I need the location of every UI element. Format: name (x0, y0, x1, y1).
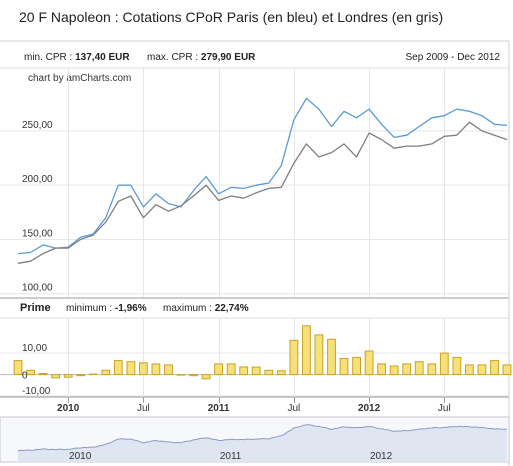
price-lines (17, 97, 508, 264)
prime-bar (427, 363, 437, 376)
prime-bar (339, 358, 349, 376)
prime-bar (490, 360, 499, 376)
prime-max-label: maximum : (163, 303, 212, 314)
x-axis-tick-label: 2010 (57, 403, 80, 414)
prime-bar (439, 352, 449, 376)
prime-y-tick-label: 10,00 (22, 343, 47, 354)
stats-row: min. CPR : 137,40 EUR max. CPR : 279,90 … (0, 52, 509, 68)
prime-bar (151, 363, 161, 376)
max-cpr: max. CPR : 279,90 EUR (147, 52, 255, 63)
min-cpr-label: min. CPR : (24, 52, 73, 63)
prime-min-value: -1,96% (114, 303, 147, 314)
prime-bar (51, 374, 61, 379)
prime-bar (176, 374, 186, 376)
period-range: Sep 2009 - Dec 2012 (405, 52, 500, 63)
price-y-tick-label: 250,00 (22, 120, 53, 131)
prime-bar (38, 373, 48, 376)
price-y-tick-label: 200,00 (22, 174, 53, 185)
x-axis-tick-label: Jul (287, 403, 300, 414)
prime-bar (113, 360, 123, 376)
prime-y-tick-label: 0 (22, 371, 28, 382)
prime-bar (164, 364, 173, 375)
min-cpr-value: 137,40 EUR (75, 52, 130, 63)
scrollbar-navigator[interactable]: 2010 2011 2012 (0, 416, 510, 463)
chart-title: 20 F Napoleon : Cotations CPoR Paris (en… (19, 9, 444, 25)
x-axis-tick-label: 2012 (358, 403, 381, 414)
grid-lines (0, 68, 509, 403)
prime-max-value: 22,74% (214, 303, 249, 314)
prime-bar (251, 366, 261, 376)
prime-bar (264, 369, 274, 376)
prime-row: Prime minimum : -1,96% maximum : 22,74% (0, 302, 509, 317)
prime-bar (414, 361, 424, 376)
prime-bar (189, 374, 198, 377)
navigator-tick-label: 2012 (370, 451, 393, 462)
prime-bar (289, 339, 299, 376)
prime-bars (13, 325, 512, 380)
x-axis-tick-label: Jul (438, 403, 451, 414)
prime-bar (201, 374, 211, 380)
paris-price-line (17, 97, 508, 255)
navigator-tick-label: 2010 (69, 451, 92, 462)
prime-maximum: maximum : 22,74% (163, 303, 249, 314)
chart-structure (0, 40, 510, 466)
prime-bar (302, 325, 311, 375)
prime-bar (76, 374, 86, 377)
navigator-area (18, 424, 507, 462)
prime-bar (139, 362, 148, 376)
prime-bar (364, 350, 374, 376)
prime-bar (63, 374, 73, 378)
x-axis-tick-label: 2011 (208, 403, 230, 414)
navigator-line (17, 424, 508, 452)
prime-min-label: minimum : (66, 303, 113, 314)
prime-bar (226, 363, 236, 376)
prime-bar (314, 334, 324, 375)
price-y-tick-label: 150,00 (22, 228, 53, 239)
prime-bar (88, 373, 98, 376)
min-cpr: min. CPR : 137,40 EUR (24, 52, 130, 63)
prime-bar (389, 365, 399, 376)
prime-bar (465, 364, 474, 375)
amcharts-credit[interactable]: chart by amCharts.com (28, 73, 132, 84)
axis-labels: 100,00 150,00 200,00 250,00 0 10,00 -10,00 2010… (22, 120, 451, 414)
x-axis-tick-label: Jul (137, 403, 150, 414)
prime-bar (126, 361, 136, 376)
navigator-tick-label: 2011 (220, 451, 242, 462)
prime-bar (327, 338, 336, 376)
prime-bar (477, 364, 487, 375)
prime-label: Prime (20, 302, 51, 314)
prime-bar (502, 364, 512, 375)
prime-bar (239, 366, 249, 376)
prime-bar (352, 356, 362, 375)
prime-bar (402, 363, 412, 376)
prime-y-tick-label: -10,00 (22, 386, 51, 397)
londres-price-line (17, 121, 508, 264)
prime-bar (214, 363, 223, 376)
max-cpr-label: max. CPR : (147, 52, 199, 63)
max-cpr-value: 279,90 EUR (200, 52, 256, 63)
prime-minimum: minimum : -1,96% (66, 303, 147, 314)
prime-bar (13, 360, 23, 376)
prime-bar (452, 356, 462, 375)
price-y-tick-label: 100,00 (22, 283, 53, 294)
prime-bar (26, 369, 36, 376)
prime-bar (276, 370, 286, 376)
prime-bar (377, 363, 387, 376)
prime-bar (101, 369, 111, 376)
